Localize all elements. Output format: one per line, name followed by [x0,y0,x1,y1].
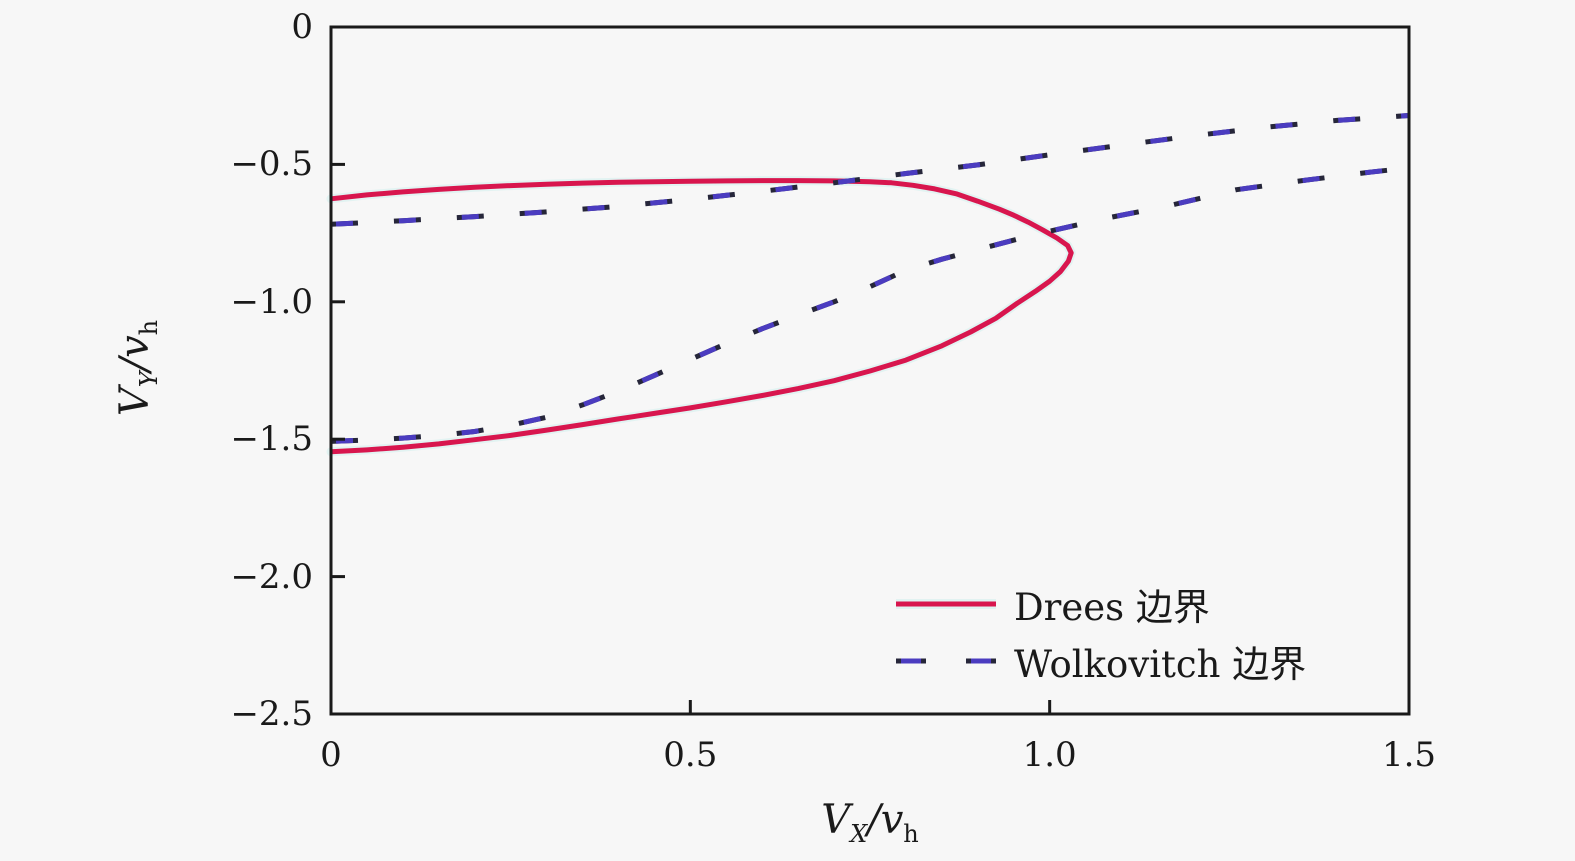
x-label-subscript2: h [903,820,919,848]
wolkovitch-line-sample [896,658,996,663]
wolkovitch-lower-curve-outer [330,165,1410,444]
legend-label-drees: Drees 边界 [1014,585,1210,629]
y-tick-label: −0.5 [230,144,313,185]
x-label-subscript: X [850,820,868,848]
y-tick-label: −2.5 [230,694,313,734]
x-label-var: V [821,797,851,843]
x-tick-label: 1.5 [1381,735,1437,775]
y-label-var: V [112,387,158,417]
wolkovitch-lower-curve [330,165,1410,444]
y-label-var2: v [112,335,158,358]
drees-curve [330,178,1074,455]
x-tick-label: 1.0 [1022,735,1077,775]
legend-item-drees: Drees 边界 [896,575,1306,632]
x-tick-label: 0 [320,735,342,775]
legend: Drees 边界 Wolkovitch 边界 [896,575,1306,689]
legend-item-wolkovitch: Wolkovitch 边界 [896,632,1306,689]
y-label-subscript: Y [135,371,163,388]
y-axis-label: VY/vh [112,320,163,417]
y-label-slash: / [112,357,158,372]
x-tick-label: 0.5 [663,735,718,775]
wolkovitch-upper-curve [330,113,1410,227]
drees-halo [326,176,1076,457]
y-tick-label: 0 [291,7,313,47]
wolkovitch-upper-curve-outer [330,113,1410,227]
y-tick-label: −2.0 [230,556,313,597]
legend-label-wolkovitch: Wolkovitch 边界 [1014,642,1307,686]
plot-frame [329,25,1411,716]
x-label-slash: / [867,797,881,843]
x-label-var2: v [880,797,904,843]
y-label-subscript2: h [135,319,163,336]
y-tick-label: −1.0 [230,281,313,322]
drees-line-sample [896,598,996,609]
y-tick-label: −1.5 [230,419,313,460]
x-axis-label: VX/vh [821,797,919,846]
